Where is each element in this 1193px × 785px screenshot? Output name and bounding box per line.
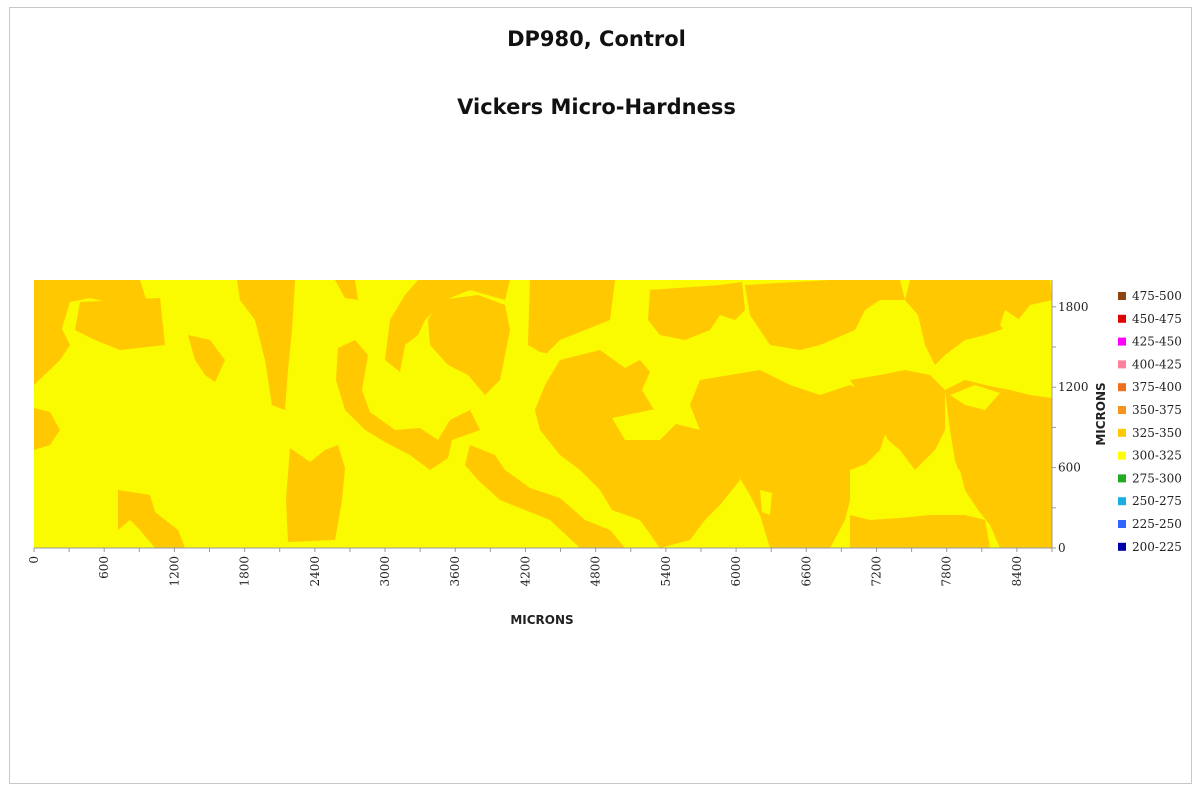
legend-swatch bbox=[1118, 337, 1126, 346]
region-325-350 bbox=[34, 408, 60, 450]
legend-label: 450-475 bbox=[1132, 312, 1182, 326]
region-325-350 bbox=[237, 280, 295, 410]
region-325-350 bbox=[528, 280, 615, 355]
plot-area: 0 600 1200 1800 2400 3000 3600 4200 4800 5400 6000… bbox=[27, 280, 1089, 587]
legend: 475-500 450-475 425-450 400-425 375-400 350-3… bbox=[1118, 289, 1182, 554]
hardness-regions bbox=[34, 280, 1052, 548]
region-325-350 bbox=[335, 280, 358, 300]
legend-swatch bbox=[1118, 474, 1126, 483]
region-300-325 bbox=[950, 385, 1000, 410]
region-300-325 bbox=[689, 350, 700, 360]
legend-swatch bbox=[1118, 520, 1126, 528]
legend-label: 225-250 bbox=[1132, 517, 1182, 531]
y-tick-label: 0 bbox=[1058, 541, 1066, 555]
region-325-350 bbox=[690, 370, 890, 548]
region-300-325 bbox=[612, 408, 680, 440]
x-tick-group: 0 600 1200 1800 2400 3000 3600 4200 4800 5400 6000… bbox=[27, 548, 1053, 587]
region-300-325 bbox=[850, 455, 970, 518]
x-tick-label: 3600 bbox=[448, 556, 462, 587]
x-tick-label: 4200 bbox=[518, 556, 532, 587]
chart-subtitle: Vickers Micro-Hardness bbox=[457, 95, 736, 119]
legend-swatch bbox=[1118, 292, 1126, 300]
region-325-350 bbox=[850, 370, 945, 470]
region-325-350 bbox=[75, 298, 165, 350]
y-tick-label: 1200 bbox=[1058, 380, 1089, 394]
legend-swatch bbox=[1118, 542, 1126, 551]
x-tick-label: 3000 bbox=[378, 556, 392, 587]
region-325-350 bbox=[34, 280, 150, 335]
region-325-350 bbox=[385, 280, 510, 372]
region-300-325 bbox=[518, 455, 540, 478]
region-300-325 bbox=[1000, 310, 1020, 340]
chart-title: DP980, Control bbox=[507, 27, 686, 51]
region-325-350 bbox=[745, 280, 905, 350]
legend-label: 325-350 bbox=[1132, 426, 1182, 440]
region-325-350 bbox=[465, 445, 625, 548]
legend-label: 250-275 bbox=[1132, 494, 1182, 508]
legend-label: 350-375 bbox=[1132, 403, 1182, 417]
legend-label: 275-300 bbox=[1132, 471, 1182, 485]
legend-swatch bbox=[1118, 383, 1126, 392]
y-tick-label: 1800 bbox=[1058, 300, 1089, 314]
legend-label: 300-325 bbox=[1132, 449, 1182, 463]
region-325-350 bbox=[850, 515, 990, 548]
region-325-350 bbox=[286, 445, 345, 542]
region-325-350 bbox=[945, 380, 1052, 548]
region-325-350 bbox=[535, 350, 740, 548]
y-axis-label: MICRONS bbox=[1094, 382, 1108, 445]
region-300-325 bbox=[540, 352, 560, 370]
y-tick-group: 0 600 1200 1800 bbox=[1052, 300, 1089, 555]
legend-swatch bbox=[1118, 497, 1126, 506]
x-tick-label: 6600 bbox=[799, 556, 813, 587]
legend-swatch bbox=[1118, 406, 1126, 414]
x-tick-label: 8400 bbox=[1010, 556, 1024, 587]
x-tick-label: 7200 bbox=[869, 556, 883, 587]
x-tick-label: 0 bbox=[27, 556, 41, 564]
legend-swatch bbox=[1118, 360, 1126, 369]
x-tick-label: 1800 bbox=[238, 556, 252, 587]
region-325-350 bbox=[905, 280, 1052, 365]
x-axis-label: MICRONS bbox=[510, 613, 573, 627]
region-325-350 bbox=[428, 295, 510, 395]
legend-swatch bbox=[1118, 428, 1126, 437]
legend-label: 375-400 bbox=[1132, 380, 1182, 394]
legend-label: 475-500 bbox=[1132, 289, 1182, 303]
x-tick-label: 7800 bbox=[940, 556, 954, 587]
legend-label: 400-425 bbox=[1132, 357, 1182, 371]
x-tick-label: 1200 bbox=[167, 556, 181, 587]
legend-swatch bbox=[1118, 451, 1126, 460]
x-tick-label: 4800 bbox=[589, 556, 603, 587]
yellow-islands bbox=[518, 310, 1020, 518]
region-325-350 bbox=[188, 335, 225, 382]
legend-label: 200-225 bbox=[1132, 540, 1182, 554]
legend-swatch bbox=[1118, 314, 1126, 323]
legend-label: 425-450 bbox=[1132, 335, 1182, 349]
x-tick-label: 5400 bbox=[659, 556, 673, 587]
x-tick-label: 600 bbox=[97, 556, 111, 579]
region-325-350 bbox=[648, 282, 745, 340]
region-325-350 bbox=[118, 490, 185, 548]
x-tick-label: 2400 bbox=[308, 556, 322, 587]
region-325-350 bbox=[336, 340, 480, 470]
x-tick-label: 6000 bbox=[729, 556, 743, 587]
y-tick-label: 600 bbox=[1058, 461, 1081, 475]
region-300-325 bbox=[760, 490, 772, 515]
region-325-350 bbox=[34, 325, 70, 385]
